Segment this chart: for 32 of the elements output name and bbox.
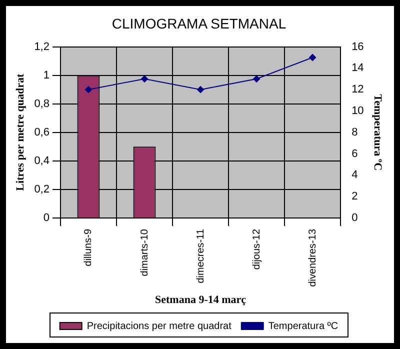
y2-tick-label: 16 — [352, 40, 364, 53]
y2-tick-label: 0 — [352, 212, 358, 224]
x-tick-label: divendres-13 — [307, 228, 318, 287]
x-tick-label: dimarts-10 — [139, 228, 150, 276]
y2-tick-label: 10 — [352, 105, 364, 118]
x-tick-label: dimecres-11 — [195, 228, 206, 284]
point — [197, 86, 204, 94]
point — [309, 54, 316, 61]
legend-label: Temperatura ºC — [268, 320, 338, 332]
point — [141, 75, 148, 82]
y2-tick-label: 12 — [352, 84, 364, 96]
y2-tick-label: 14 — [352, 62, 364, 74]
y-tick-label: 0 — [43, 212, 50, 224]
y-axis-title: Litres per metre quadrat — [14, 74, 26, 191]
legend-label: Precipitacions per metre quadrat — [86, 320, 232, 332]
x-tick-label: dijous-12 — [251, 228, 262, 270]
y-tick-label: 0,4 — [34, 154, 50, 167]
y2-axis-title: Temperatura ºC — [372, 94, 384, 171]
y-tick-label: 0,2 — [34, 183, 50, 196]
y-tick-label: 0,8 — [34, 98, 50, 110]
y2-tick-label: 2 — [352, 190, 358, 203]
point — [253, 75, 260, 82]
y2-tick-label: 6 — [352, 148, 358, 160]
chart-title: CLIMOGRAMA SETMANAL — [112, 15, 286, 32]
x-axis-title: Setmana 9-14 març — [155, 294, 246, 306]
x-tick-label: dilluns-9 — [83, 228, 94, 266]
y-tick-label: 0,6 — [34, 126, 50, 138]
point — [85, 86, 92, 94]
y-tick-label: 1,2 — [34, 40, 50, 53]
y2-tick-label: 4 — [352, 169, 358, 182]
y2-tick-label: 8 — [352, 126, 358, 138]
y-tick-label: 1 — [43, 69, 50, 82]
